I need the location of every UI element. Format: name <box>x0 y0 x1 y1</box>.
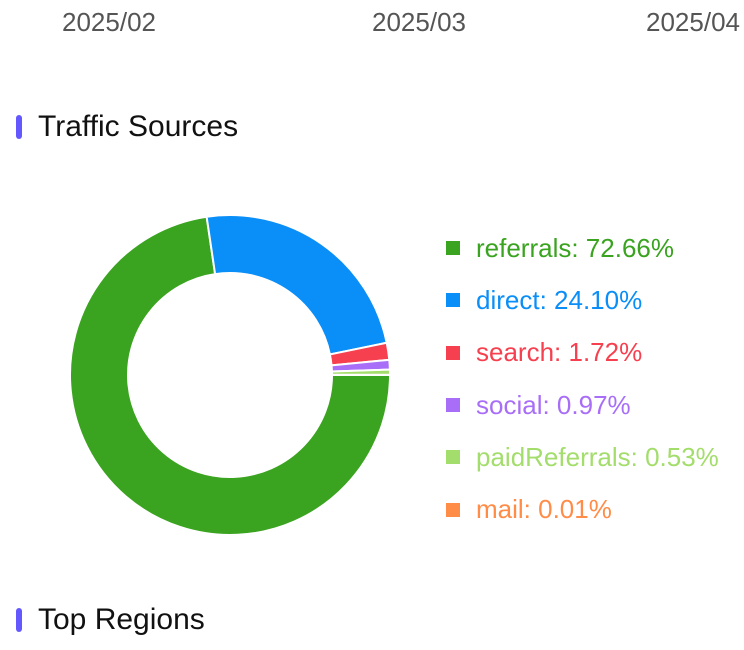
axis-tick-label: 2025/04 <box>646 7 740 37</box>
legend-item-paidReferrals[interactable]: paidReferrals: 0.53% <box>446 431 744 483</box>
legend-swatch <box>446 450 460 465</box>
legend-label: search: 1.72% <box>476 337 643 368</box>
donut-slice-referrals[interactable] <box>69 215 391 536</box>
legend-label: direct: 24.10% <box>476 284 643 315</box>
legend-label: mail: 0.01% <box>476 494 612 525</box>
legend-swatch <box>446 293 460 308</box>
legend-swatch <box>446 398 460 413</box>
traffic-sources-title: Traffic Sources <box>38 110 239 143</box>
axis-tick-label: 2025/02 <box>62 7 156 37</box>
legend-label: social: 0.97% <box>476 389 631 420</box>
legend-swatch <box>446 345 460 360</box>
legend-swatch <box>446 241 460 256</box>
legend-item-social[interactable]: social: 0.97% <box>446 379 744 431</box>
donut-slice-direct[interactable] <box>205 214 388 356</box>
traffic-sources-donut-chart <box>69 214 392 536</box>
traffic-sources-header: Traffic Sources <box>16 107 238 147</box>
legend-swatch <box>446 502 460 517</box>
legend-label: referrals: 72.66% <box>476 232 674 263</box>
legend-item-referrals[interactable]: referrals: 72.66% <box>446 222 744 274</box>
legend-item-search[interactable]: search: 1.72% <box>446 327 744 379</box>
traffic-sources-legend: referrals: 72.66% direct: 24.10% search: 1… <box>446 222 744 536</box>
legend-item-mail[interactable]: mail: 0.01% <box>446 483 744 535</box>
top-regions-header: Top Regions <box>16 600 205 640</box>
legend-item-direct[interactable]: direct: 24.10% <box>446 274 744 326</box>
legend-label: paidReferrals: 0.53% <box>476 441 719 472</box>
axis-tick-label: 2025/03 <box>372 7 466 37</box>
top-regions-title: Top Regions <box>38 603 205 636</box>
section-accent-bar <box>16 608 22 632</box>
section-accent-bar <box>16 115 22 139</box>
